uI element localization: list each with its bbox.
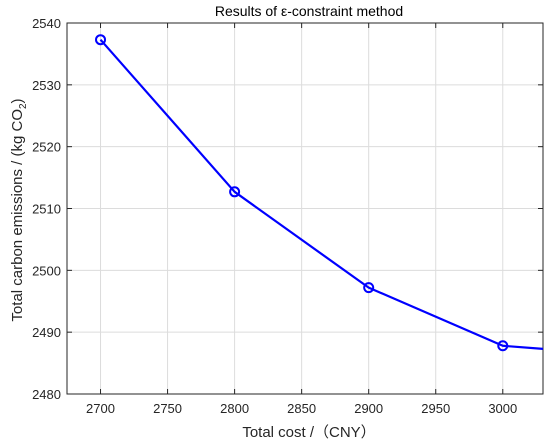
markers [95,34,509,352]
y-tick-label: 2530 [32,78,61,93]
y-axis-title-subscript: 2 [18,103,29,109]
y-axis-title-end: ) [9,98,26,103]
y-tick-label: 2540 [32,16,61,31]
y-tick-label: 2520 [32,140,61,155]
x-axis-title: Total cost /（CNY） [242,424,375,441]
x-tick-label: 2800 [220,401,249,416]
chart-title: Results of ε-constraint method [215,3,403,19]
x-tick-label: 3000 [488,401,517,416]
series-line [99,38,544,350]
x-tick-label: 2750 [153,401,182,416]
y-tick-label: 2490 [32,325,61,340]
y-axis-title-main: Total carbon emissions / (kg CO [9,109,26,322]
series-line-group [99,38,544,350]
data-point-marker [363,282,375,294]
data-point-marker [229,186,241,198]
x-tick-label: 2850 [287,401,316,416]
x-tick-label: 2900 [354,401,383,416]
data-point-marker [95,34,107,46]
x-tick-label: 2700 [86,401,115,416]
data-point-marker [497,340,509,352]
y-tick-label: 2510 [32,202,61,217]
y-axis: 2480 2490 2500 2510 2520 2530 2540 [32,16,543,402]
y-tick-label: 2480 [32,387,61,402]
x-axis: 2700 2750 2800 2850 2900 2950 3000 [86,23,517,416]
y-tick-label: 2500 [32,263,61,278]
y-axis-title: Total carbon emissions / (kg CO2) [9,98,29,321]
x-tick-label: 2950 [421,401,450,416]
